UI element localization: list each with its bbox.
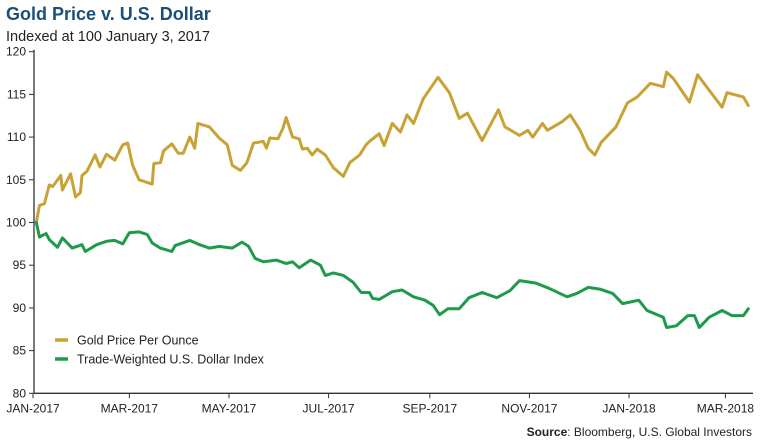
y-tick-label: 95 <box>13 258 27 272</box>
series-line-1 <box>34 221 750 329</box>
x-tick-label: MAR-2018 <box>697 401 755 415</box>
legend-label: Gold Price Per Ounce <box>77 334 199 348</box>
y-tick-label: 120 <box>6 45 26 59</box>
series-line-0 <box>34 70 750 224</box>
chart-title: Gold Price v. U.S. Dollar <box>6 4 211 24</box>
y-tick-label: 100 <box>6 216 26 230</box>
source-label: Source <box>527 425 568 439</box>
source-note: Source: Bloomberg, U.S. Global Investors <box>527 425 752 439</box>
source-text: : Bloomberg, U.S. Global Investors <box>567 425 752 439</box>
legend-label: Trade-Weighted U.S. Dollar Index <box>77 353 265 367</box>
y-tick-label: 115 <box>7 87 26 101</box>
x-tick-label: JAN-2017 <box>6 401 60 415</box>
legend: Gold Price Per Ounce Trade-Weighted U.S. … <box>55 334 265 367</box>
chart-subtitle: Indexed at 100 January 3, 2017 <box>6 29 210 45</box>
y-tick-label: 80 <box>13 386 27 400</box>
y-tick-label: 90 <box>13 301 27 315</box>
x-tick-label: JAN-2018 <box>602 401 656 415</box>
x-tick-label: SEP-2017 <box>402 401 457 415</box>
axes: 80 85 90 95 100 105 110 115 120 JAN-2017 MAR-2017 M… <box>6 45 754 416</box>
y-tick-label: 110 <box>7 130 26 144</box>
x-tick-label: NOV-2017 <box>501 401 557 415</box>
x-tick-label: JUL-2017 <box>303 401 355 415</box>
x-tick-label: MAY-2017 <box>202 401 257 415</box>
series-lines <box>34 70 750 329</box>
y-tick-label: 85 <box>13 344 27 358</box>
x-tick-label: MAR-2017 <box>101 401 159 415</box>
y-tick-label: 105 <box>6 173 26 187</box>
